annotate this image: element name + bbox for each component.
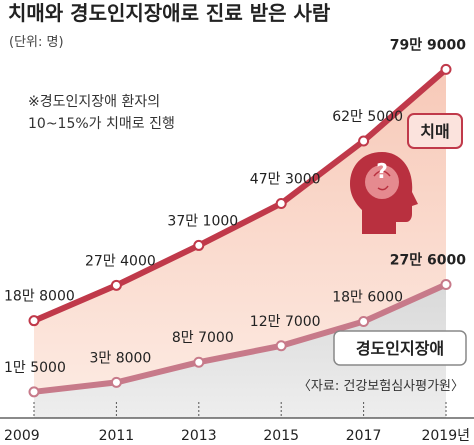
legend-dementia: 치매 (407, 113, 463, 149)
source-note: 〈자료: 건강보험심사평가원〉 (298, 379, 464, 394)
label-mci: 27만 6000 (390, 252, 466, 268)
point-mci (28, 386, 40, 398)
label-dementia: 79만 9000 (390, 37, 466, 53)
x-axis: 2009 2011 2013 2015 2017 2019년 (0, 402, 474, 444)
point-mci (193, 356, 205, 368)
line-dementia (31, 66, 449, 324)
x-tick-label: 2017 (346, 428, 382, 444)
point-mci (440, 278, 452, 290)
point-mci (358, 316, 370, 328)
point-dementia (110, 279, 122, 291)
head-question-icon: ? (350, 152, 418, 234)
point-dementia (358, 135, 370, 147)
label-mci: 18만 6000 (332, 290, 403, 306)
label-dementia: 62만 5000 (332, 109, 403, 125)
legend-mci: 경도인지장애 (333, 330, 467, 366)
svg-text:?: ? (376, 159, 388, 183)
label-mci: 1만 5000 (4, 360, 66, 376)
point-dementia (28, 315, 40, 327)
x-tick-label: 2011 (99, 428, 135, 444)
line-mci (31, 281, 449, 395)
line-layer (28, 63, 452, 398)
point-dementia (440, 63, 452, 75)
legend-mci-label: 경도인지장애 (356, 339, 444, 358)
point-dementia (193, 239, 205, 251)
unit-label: (단위: 명) (9, 35, 64, 50)
x-tick-label: 2019년 (421, 428, 470, 444)
label-mci: 8만 7000 (172, 330, 234, 346)
note-line-2: 10~15%가 치매로 진행 (28, 116, 175, 132)
label-dementia: 37만 1000 (167, 213, 238, 229)
label-dementia: 18만 8000 (4, 289, 75, 305)
x-tick-label: 2009 (4, 428, 40, 444)
point-mci (275, 340, 287, 352)
x-tick-label: 2013 (181, 428, 217, 444)
label-dementia: 27만 4000 (85, 253, 156, 269)
point-mci (110, 376, 122, 388)
chart-title: 치매와 경도인지장애로 진료 받은 사람 (8, 1, 331, 25)
data-labels: 18만 8000 27만 4000 37만 1000 47만 3000 62만 5000… (4, 37, 466, 375)
point-dementia (275, 197, 287, 209)
legend-dementia-label: 치매 (420, 122, 449, 141)
note-line-1: ※경도인지장애 환자의 (28, 94, 160, 110)
label-dementia: 47만 3000 (250, 171, 321, 187)
area-mci (34, 284, 446, 418)
label-mci: 12만 7000 (250, 314, 321, 330)
label-mci: 3만 8000 (89, 350, 151, 366)
x-tick-label: 2015 (263, 428, 299, 444)
